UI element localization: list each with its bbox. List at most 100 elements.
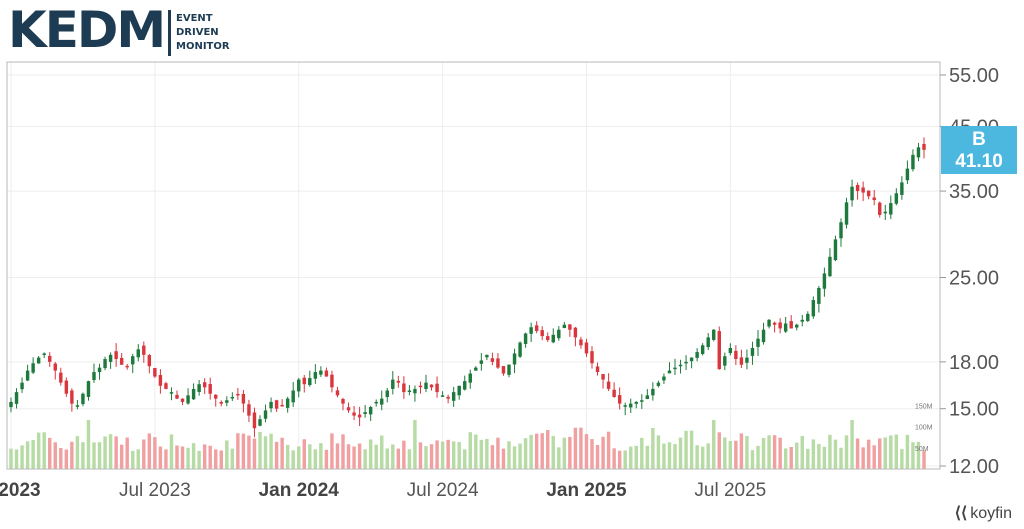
volume-bar — [905, 434, 910, 469]
candle-body — [728, 347, 733, 354]
volume-bar — [916, 441, 921, 469]
candle-body — [191, 388, 196, 400]
volume-bar — [186, 447, 190, 469]
logo-sub-line-3: MONITOR — [176, 41, 230, 52]
volume-bar — [529, 434, 533, 469]
candle-body — [324, 370, 329, 377]
volume-bar — [158, 446, 163, 469]
volume-bar — [922, 450, 926, 469]
candle-body — [368, 406, 373, 415]
volume-bar — [584, 434, 589, 469]
volume-bar — [357, 443, 362, 469]
candle-body — [662, 376, 666, 381]
candle-body — [468, 373, 472, 383]
volume-bar — [103, 436, 107, 469]
volume-bar — [750, 450, 755, 469]
volume-bar — [153, 437, 157, 469]
volume-bar — [297, 446, 301, 469]
volume-bar — [319, 443, 323, 469]
volume-bar — [911, 442, 915, 469]
volume-bar — [97, 442, 102, 469]
candle-body — [783, 323, 788, 332]
volume-bar — [800, 436, 804, 469]
candle-body — [761, 329, 766, 343]
last-price-badge: B 41.10 — [941, 126, 1017, 174]
candle-body — [894, 193, 899, 204]
candle-body — [274, 400, 279, 409]
volume-bar — [474, 434, 478, 469]
candle-body — [180, 398, 185, 402]
volume-bar — [36, 432, 41, 469]
candle-body — [916, 147, 921, 158]
volume-bar — [131, 450, 135, 469]
volume-bar — [778, 437, 782, 469]
candle-body — [584, 342, 589, 354]
candle-body — [568, 324, 572, 330]
candle-body — [202, 382, 207, 388]
candle-body — [241, 393, 246, 404]
candle-body — [756, 338, 760, 347]
candle-body — [158, 375, 163, 386]
candle-body — [457, 385, 461, 396]
volume-bar — [490, 445, 495, 469]
candle-body — [385, 390, 389, 398]
volume-bar — [53, 442, 57, 469]
candle-body — [435, 383, 439, 393]
candle-body — [557, 329, 561, 339]
candle-body — [551, 334, 555, 343]
volume-bar — [119, 444, 124, 469]
volume-bar — [70, 441, 74, 469]
candle-body — [208, 384, 212, 394]
volume-bar — [512, 446, 517, 469]
candle-body — [534, 325, 539, 331]
volume-bar — [424, 446, 428, 469]
volume-bar — [225, 440, 229, 469]
volume-bar — [208, 445, 212, 469]
volume-bar — [612, 448, 616, 469]
candle-body — [883, 211, 887, 214]
candle-body — [667, 370, 672, 374]
volume-bar — [252, 438, 257, 469]
volume-bar — [601, 436, 605, 469]
x-tick-label: Jan 2025 — [546, 480, 627, 501]
candle-body — [153, 368, 157, 377]
candle-body — [64, 380, 69, 394]
candle-body — [263, 410, 268, 419]
candle-body — [186, 395, 190, 404]
candle-body — [889, 203, 893, 215]
candle-body — [772, 322, 777, 325]
volume-bar — [839, 447, 843, 469]
candle-body — [341, 398, 345, 404]
candle-body — [169, 392, 174, 394]
volume-bar — [706, 443, 710, 469]
candle-body — [866, 190, 871, 197]
volume-bar — [734, 440, 738, 469]
volume-bar — [695, 445, 699, 469]
candle-body — [285, 398, 290, 408]
candle-body — [745, 357, 749, 363]
volume-bar — [485, 438, 489, 469]
volume-bar — [269, 433, 273, 469]
candle-body — [501, 366, 506, 374]
volume-bar — [374, 444, 378, 469]
candle-body — [48, 355, 52, 362]
koyfin-watermark[interactable]: ⟨⟨ koyfin — [955, 503, 1012, 523]
volume-bar — [136, 449, 140, 469]
volume-bar — [418, 442, 423, 469]
candle-body — [474, 367, 478, 371]
candle-body — [629, 403, 633, 408]
candle-body — [335, 390, 340, 396]
candle-body — [142, 345, 146, 355]
volume-bar — [878, 438, 882, 469]
y-tick-label: 55.00 — [949, 65, 999, 87]
volume-bar — [457, 442, 461, 469]
candle-body — [20, 382, 24, 390]
candle-body — [651, 388, 655, 396]
candle-body — [236, 393, 240, 396]
volume-bar — [363, 449, 367, 469]
candle-body — [479, 360, 484, 364]
candle-body — [451, 392, 456, 401]
volume-bar — [700, 446, 705, 469]
volume-bar — [822, 446, 827, 469]
